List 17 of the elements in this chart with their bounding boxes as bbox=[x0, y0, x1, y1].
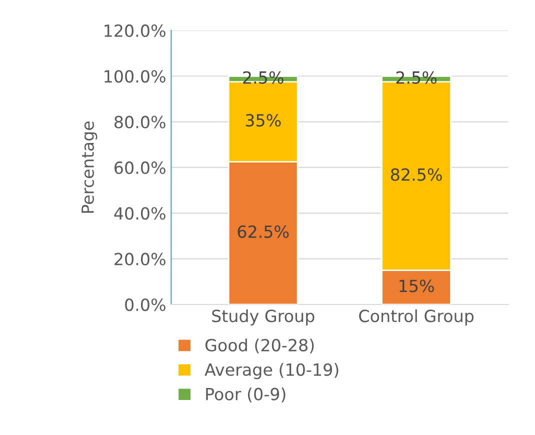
data-label: 15% bbox=[400, 280, 434, 292]
legend-label: Good (20-28) bbox=[205, 338, 314, 354]
y-tick-label: 80.0% bbox=[114, 116, 166, 128]
y-tick-label: 100.0% bbox=[104, 70, 166, 83]
data-label: 35% bbox=[246, 114, 281, 127]
data-label: 62.5% bbox=[238, 225, 289, 238]
x-tick-label: Study Group bbox=[212, 309, 314, 326]
y-axis-title: Percentage bbox=[82, 121, 98, 213]
y-tick-label: 60.0% bbox=[114, 161, 166, 174]
x-tick-label: Control Group bbox=[359, 309, 474, 326]
y-tick-label: 120.0% bbox=[104, 24, 166, 38]
legend-label: Poor (0-9) bbox=[206, 388, 286, 402]
y-tick-label: 40.0% bbox=[114, 207, 166, 220]
y-tick-label: 20.0% bbox=[114, 252, 166, 266]
y-tick-label: 0.0% bbox=[125, 298, 166, 312]
legend-label: Average (10-19) bbox=[204, 363, 338, 380]
data-label: 82.5% bbox=[390, 168, 442, 181]
